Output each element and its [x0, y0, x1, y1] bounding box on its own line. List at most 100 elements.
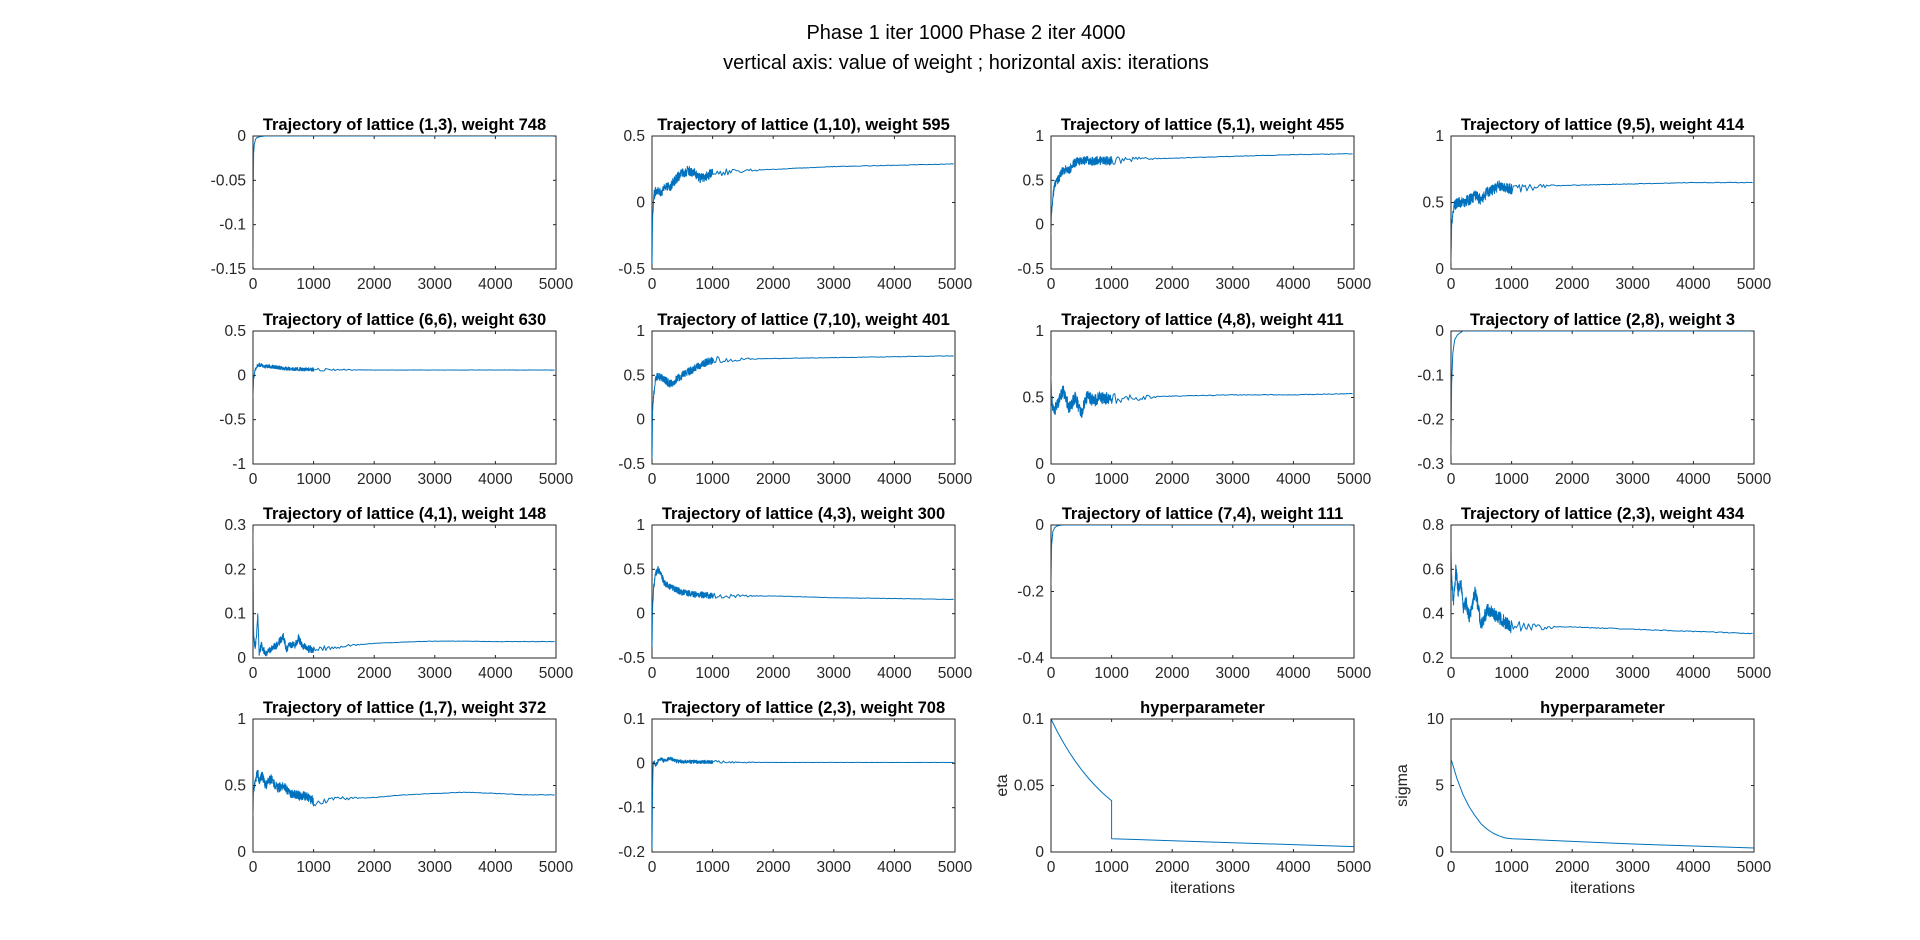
axes-frame [252, 135, 557, 270]
figure-title-line1: Phase 1 iter 1000 Phase 2 iter 4000 [806, 22, 1125, 44]
y-tick-label: 1 [1035, 128, 1044, 145]
x-tick-label: 0 [1447, 859, 1456, 876]
axes-frame [1450, 524, 1755, 659]
x-tick-label: 0 [648, 276, 657, 293]
y-tick-label: 0.3 [224, 517, 246, 534]
x-tick-label: 1000 [1094, 665, 1129, 682]
x-tick-label: 4000 [1676, 276, 1711, 293]
axes-frame [651, 135, 956, 270]
x-tick-label: 1000 [296, 276, 331, 293]
subplot-title: Trajectory of lattice (7,10), weight 401 [657, 311, 950, 329]
axes-frame [1050, 524, 1355, 659]
x-tick-label: 4000 [1676, 859, 1711, 876]
axes-frame [651, 330, 956, 465]
y-tick-label: -0.3 [1417, 456, 1444, 473]
x-tick-label: 0 [249, 665, 258, 682]
subplot-3: 0 1000 2000 3000 4000 5000-0.500.51Trajectory… [1017, 116, 1371, 293]
x-tick-label: 2000 [357, 276, 392, 293]
axes-frame [1050, 135, 1355, 270]
y-tick-label: -0.2 [1417, 412, 1444, 429]
axes-frame [651, 524, 956, 659]
subplot-title: Trajectory of lattice (1,7), weight 372 [263, 699, 546, 717]
x-tick-label: 5000 [539, 276, 574, 293]
y-tick-label: 1 [636, 323, 645, 340]
x-tick-label: 1000 [296, 665, 331, 682]
y-tick-label: -0.4 [1017, 650, 1044, 667]
y-tick-label: 1 [1435, 128, 1444, 145]
x-tick-label: 5000 [938, 276, 973, 293]
x-tick-label: 2000 [1155, 471, 1190, 488]
x-tick-label: 2000 [1555, 665, 1590, 682]
x-tick-label: 4000 [1276, 859, 1311, 876]
x-tick-label: 3000 [418, 665, 453, 682]
x-tick-label: 2000 [1555, 276, 1590, 293]
axes-frame [1450, 330, 1755, 465]
x-tick-label: 4000 [478, 471, 513, 488]
x-tick-label: 2000 [1555, 471, 1590, 488]
y-tick-label: -0.1 [219, 217, 246, 234]
x-tick-label: 0 [249, 276, 258, 293]
subplot-5: 0 1000 2000 3000 4000 5000 -1 -0.5 0 0.5 Trajector… [219, 311, 573, 488]
x-tick-label: 4000 [877, 471, 912, 488]
subplot-10: 0 1000 2000 3000 4000 5000-0.500.51Trajectory… [618, 505, 972, 682]
x-tick-label: 3000 [817, 471, 852, 488]
y-tick-label: 0.5 [1422, 195, 1444, 212]
subplot-16: 0 1000 2000 3000 4000 5000 0 5 10 hyperparameter i… [1394, 699, 1772, 897]
x-tick-label: 1000 [1094, 859, 1129, 876]
y-tick-label: -0.5 [618, 650, 645, 667]
series-line [253, 136, 556, 269]
y-tick-label: 0 [636, 195, 645, 212]
axes-frame [1450, 718, 1755, 853]
y-tick-label: 10 [1427, 711, 1445, 728]
x-tick-label: 4000 [478, 665, 513, 682]
x-tick-label: 3000 [1216, 859, 1251, 876]
x-tick-label: 4000 [1276, 276, 1311, 293]
y-tick-label: 0.4 [1422, 606, 1444, 623]
subplot-title: Trajectory of lattice (2,3), weight 708 [662, 699, 945, 717]
subplot-grid: 0 1000 2000 3000 4000 5000-0.15-0.1-0.050Traj… [211, 116, 1772, 897]
x-tick-label: 5000 [1737, 276, 1772, 293]
x-tick-label: 0 [1447, 276, 1456, 293]
x-tick-label: 3000 [817, 276, 852, 293]
x-tick-label: 4000 [877, 665, 912, 682]
x-tick-label: 1000 [1494, 471, 1529, 488]
x-tick-label: 3000 [1616, 665, 1651, 682]
subplot-title: Trajectory of lattice (2,8), weight 3 [1470, 311, 1735, 329]
x-tick-label: 1000 [1494, 276, 1529, 293]
y-tick-label: -0.2 [618, 844, 645, 861]
x-axis-label: iterations [1170, 880, 1235, 897]
x-tick-label: 0 [1047, 665, 1056, 682]
y-tick-label: 0.5 [224, 778, 246, 795]
x-tick-label: 0 [648, 471, 657, 488]
subplot-12: 0 1000 2000 3000 4000 5000 0.2 0.4 0.6 0.8 Traject… [1422, 505, 1771, 682]
axes-frame [252, 524, 557, 659]
x-tick-label: 5000 [539, 665, 574, 682]
series-line [1051, 375, 1353, 418]
subplot-title: Trajectory of lattice (4,3), weight 300 [662, 505, 945, 523]
x-tick-label: 1000 [695, 859, 730, 876]
y-tick-label: 0 [1435, 844, 1444, 861]
x-tick-label: 2000 [756, 859, 791, 876]
subplot-13: 0 1000 2000 3000 4000 5000 0 0.5 1 Trajectory of … [224, 699, 573, 876]
x-tick-label: 4000 [1676, 665, 1711, 682]
x-tick-label: 5000 [938, 471, 973, 488]
x-tick-label: 2000 [1155, 665, 1190, 682]
subplot-title: Trajectory of lattice (6,6), weight 630 [263, 311, 546, 329]
subplot-title: Trajectory of lattice (9,5), weight 414 [1461, 116, 1745, 134]
axes-frame [651, 718, 956, 853]
y-tick-label: 0.5 [1022, 172, 1044, 189]
subplot-1: 0 1000 2000 3000 4000 5000 -0.15 -0.1 -0.05 0 Traj… [211, 116, 574, 293]
y-tick-label: 0 [237, 367, 246, 384]
y-tick-label: -0.05 [211, 172, 246, 189]
x-tick-label: 2000 [1155, 859, 1190, 876]
x-tick-label: 2000 [357, 665, 392, 682]
y-tick-label: 0 [636, 606, 645, 623]
series-line [253, 769, 555, 817]
y-tick-label: 0 [1035, 217, 1044, 234]
x-tick-label: 5000 [1337, 665, 1372, 682]
y-tick-label: 0.1 [623, 711, 645, 728]
x-tick-label: 1000 [296, 471, 331, 488]
y-tick-label: 0.5 [224, 323, 246, 340]
x-tick-label: 3000 [418, 471, 453, 488]
x-tick-label: 5000 [938, 665, 973, 682]
